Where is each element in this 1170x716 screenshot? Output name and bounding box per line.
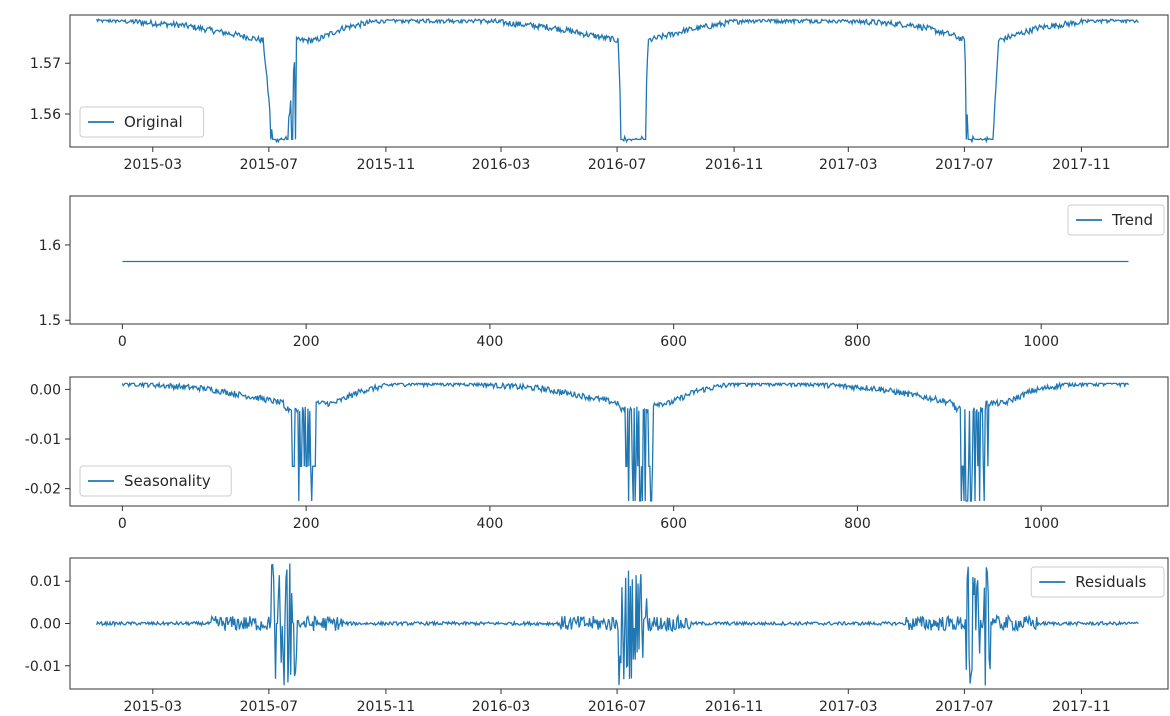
trend-ytick-label: 1.6 [39, 238, 61, 254]
original-xtick-label: 2015-03 [124, 157, 183, 173]
residuals-xtick-label: 2015-07 [240, 699, 299, 715]
original-panel: 2015-03 2015-07 2015-11 2016-03 2016-07 2016-… [30, 14, 1169, 173]
trend-xtick-label: 200 [293, 334, 320, 350]
seasonality-legend-box [79, 465, 232, 497]
original-xtick-label: 2016-03 [472, 157, 531, 173]
trend-xtick-label: 800 [844, 334, 871, 350]
residuals-ytick-label: -0.01 [25, 659, 61, 675]
trend-legend: Trend [1067, 204, 1165, 236]
original-legend: Original [79, 106, 205, 138]
original-xtick-label: 2017-07 [935, 157, 994, 173]
original-xtick-label: 2017-11 [1052, 157, 1111, 173]
residuals-legend-label: Residuals [1075, 573, 1146, 591]
seasonality-legend-label: Seasonality [124, 472, 211, 490]
original-ytick-label: 1.57 [30, 56, 61, 72]
residuals-xtick-label: 2017-07 [935, 699, 994, 715]
residuals-legend-box [1030, 566, 1165, 598]
residuals-ytick-label: 0.00 [30, 617, 61, 633]
seasonality-xtick-label: 600 [660, 516, 687, 532]
seasonality-ytick-label: -0.02 [25, 482, 61, 498]
residuals-xtick-label: 2017-11 [1052, 699, 1111, 715]
seasonality-panel: 0 200 400 600 800 1000 0.00 -0.01 -0.02 Seasonali… [25, 376, 1169, 532]
seasonality-series-line [121, 380, 1130, 502]
trend-xtick-label: 1000 [1023, 334, 1059, 350]
seasonality-xtick-label: 200 [293, 516, 320, 532]
original-xtick-label: 2016-07 [588, 157, 647, 173]
trend-axes-frame [69, 195, 1169, 325]
seasonality-legend: Seasonality [79, 465, 232, 497]
residuals-xtick-label: 2015-03 [124, 699, 183, 715]
residuals-xtick-label: 2017-03 [819, 699, 878, 715]
residuals-legend: Residuals [1030, 566, 1165, 598]
seasonality-xtick-label: 0 [118, 516, 127, 532]
residuals-series-line [95, 563, 1139, 686]
seasonality-ytick-label: 0.00 [30, 382, 61, 398]
residuals-xtick-label: 2016-07 [588, 699, 647, 715]
trend-xtick-label: 600 [660, 334, 687, 350]
residuals-panel: 2015-03 2015-07 2015-11 2016-03 2016-07 2016-… [25, 557, 1169, 715]
original-axes-frame [69, 14, 1169, 148]
original-series-line [96, 17, 1139, 144]
residuals-xtick-label: 2015-11 [357, 699, 416, 715]
seasonality-xtick-label: 800 [844, 516, 871, 532]
seasonality-axes-frame [69, 376, 1169, 507]
seasonality-ytick-label: -0.01 [25, 432, 61, 448]
trend-panel: 0 200 400 600 800 1000 1.5 1.6 Trend [39, 195, 1169, 350]
original-xtick-label: 2015-07 [240, 157, 299, 173]
original-legend-label: Original [124, 113, 183, 131]
original-xtick-label: 2016-11 [705, 157, 764, 173]
trend-xtick-label: 0 [118, 334, 127, 350]
seasonality-xtick-label: 1000 [1023, 516, 1059, 532]
original-legend-box [79, 106, 205, 138]
trend-legend-box [1067, 204, 1165, 236]
trend-ytick-label: 1.5 [39, 313, 61, 329]
residuals-xtick-label: 2016-03 [472, 699, 531, 715]
original-ytick-label: 1.56 [30, 107, 61, 123]
trend-xtick-label: 400 [477, 334, 504, 350]
residuals-ytick-label: 0.01 [30, 574, 61, 590]
residuals-xtick-label: 2016-11 [705, 699, 764, 715]
seasonality-xtick-label: 400 [477, 516, 504, 532]
original-xtick-label: 2015-11 [357, 157, 416, 173]
trend-legend-label: Trend [1111, 211, 1153, 229]
original-xtick-label: 2017-03 [819, 157, 878, 173]
